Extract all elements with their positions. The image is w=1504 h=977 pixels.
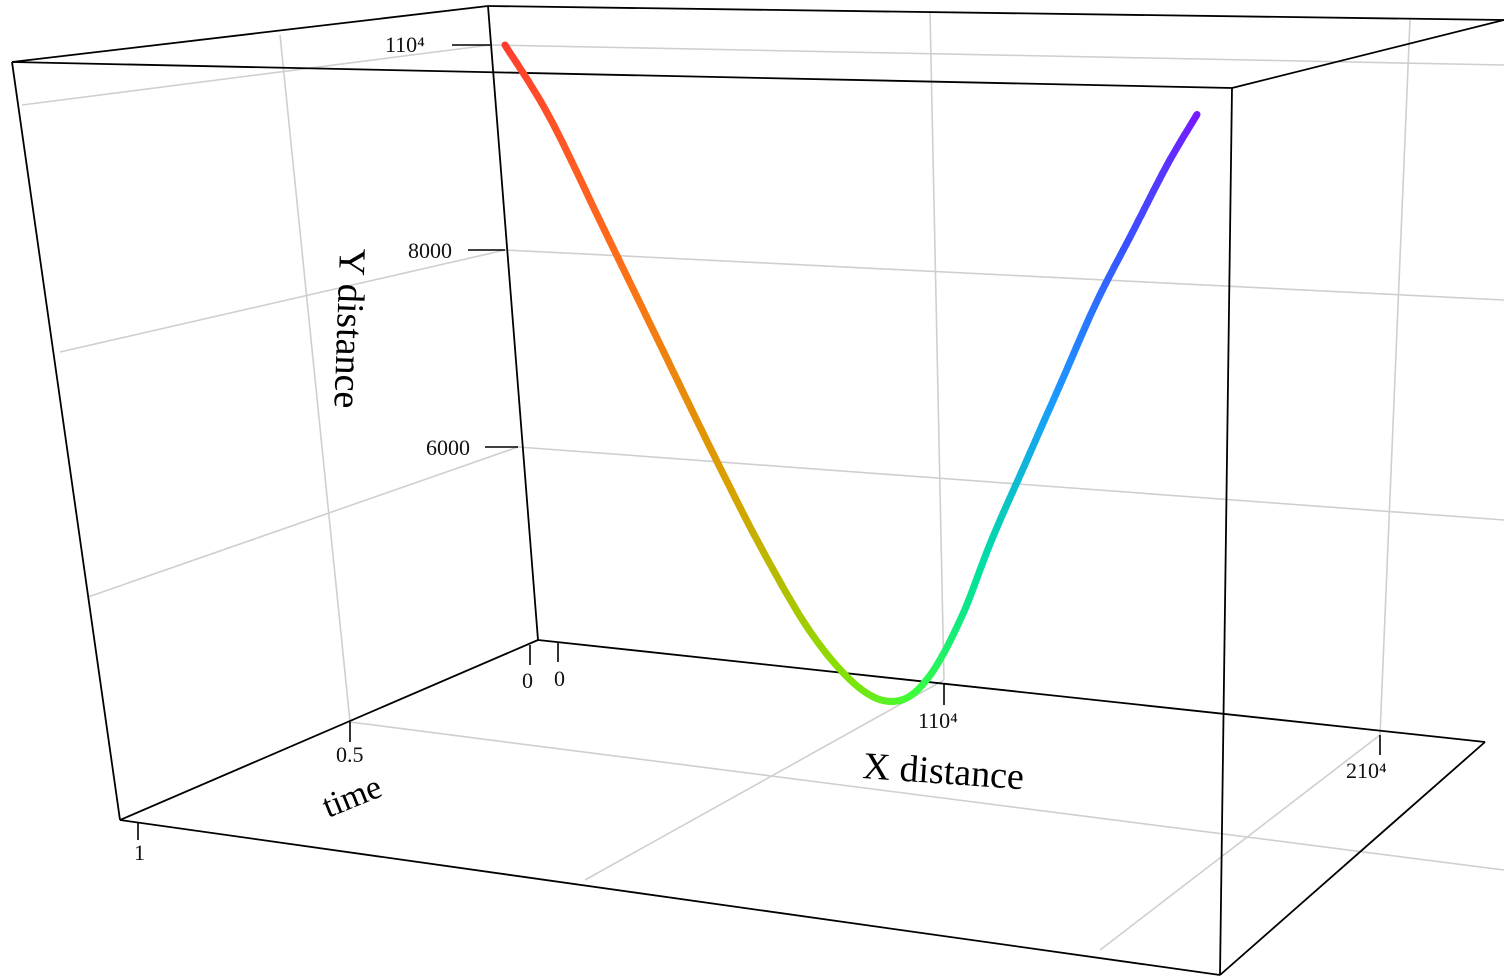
grid-line <box>584 679 945 881</box>
box-edge <box>1231 19 1504 89</box>
y-axis-title: Y distance <box>325 248 373 409</box>
grid-line <box>929 11 945 681</box>
grid-line <box>517 446 1504 521</box>
axis-ticks <box>137 44 1381 840</box>
grid-line <box>87 446 519 598</box>
x-tick-label: 210⁴ <box>1346 758 1387 783</box>
grid-line <box>489 44 1504 66</box>
data-series <box>501 41 1201 705</box>
box-edge <box>11 61 1233 976</box>
box-edge <box>487 5 1504 21</box>
y-tick-label: 8000 <box>408 238 452 263</box>
box-edge <box>119 819 1221 976</box>
grid-line <box>1379 19 1411 736</box>
box-edge <box>1219 741 1486 976</box>
x-tick-label: 110⁴ <box>918 708 958 733</box>
grid-line <box>59 249 506 353</box>
time-tick-label: 0.5 <box>336 742 364 767</box>
grid-line <box>279 34 351 723</box>
grid-line <box>504 249 1504 301</box>
grid-line <box>349 721 1504 871</box>
grid-line <box>21 44 491 106</box>
curve-segment <box>1192 111 1201 121</box>
time-tick-label: 1 <box>134 840 145 865</box>
bounding-box <box>11 5 1504 976</box>
y-tick-label: 6000 <box>426 435 470 460</box>
box-edge <box>119 639 539 821</box>
box-edge <box>11 61 121 821</box>
y-tick-label: 110⁴ <box>385 32 425 57</box>
box-edge <box>487 5 539 641</box>
grid-lines <box>21 11 1504 951</box>
grid-line <box>1099 734 1381 951</box>
time-tick-label: 0 <box>522 668 533 693</box>
box-edge <box>537 639 1486 743</box>
x-tick-label: 0 <box>554 666 565 691</box>
box-edge <box>11 5 489 63</box>
tick-labels: 110⁴ 8000 6000 0 0.5 1 0 110⁴ 210⁴ <box>134 32 1387 865</box>
time-axis-title: time <box>317 768 387 825</box>
